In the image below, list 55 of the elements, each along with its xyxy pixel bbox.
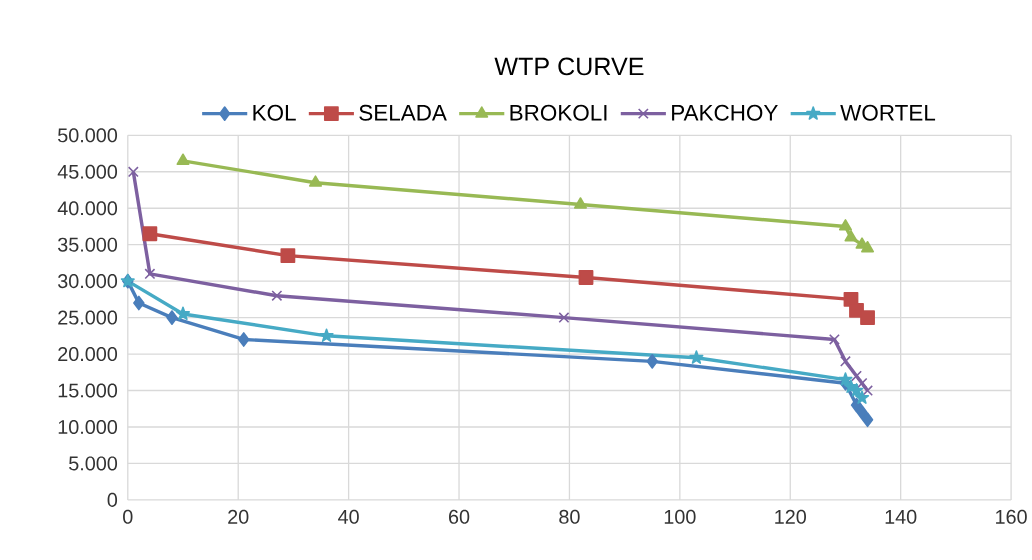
x-tick-label: 160 <box>996 509 1027 524</box>
point <box>319 328 334 342</box>
point <box>828 333 840 345</box>
point <box>573 197 587 209</box>
x-tick-label: 40 <box>338 509 359 524</box>
point <box>127 166 139 178</box>
y-tick-label: 25.000 <box>58 310 118 325</box>
point <box>133 295 145 311</box>
x-tick-label: 60 <box>449 509 470 524</box>
point <box>840 355 851 367</box>
point <box>861 240 875 253</box>
point <box>142 226 158 242</box>
point <box>844 229 858 242</box>
point <box>237 332 250 347</box>
y-tick-label: 35.000 <box>57 237 118 252</box>
point <box>860 310 875 325</box>
legend-label: KOL <box>253 104 296 121</box>
legend-label: WORTEL <box>840 104 936 121</box>
x-tick-label: 20 <box>228 509 249 524</box>
x-tick-label: 100 <box>664 509 696 524</box>
point <box>689 350 704 364</box>
y-tick-label: 20.000 <box>58 347 118 362</box>
y-tick-label: 45.000 <box>57 164 118 179</box>
y-tick-label: 15.000 <box>58 383 118 398</box>
point <box>176 153 190 165</box>
x-tick-label: 140 <box>885 509 917 524</box>
point <box>558 312 570 324</box>
point <box>856 404 868 420</box>
chart-title: WTP CURVE <box>494 57 644 76</box>
point <box>578 270 594 285</box>
point <box>838 372 853 386</box>
point <box>308 175 323 187</box>
point <box>144 268 156 280</box>
point <box>862 385 874 396</box>
x-tick-label: 120 <box>775 509 806 524</box>
y-tick-label: 10.000 <box>58 419 118 434</box>
point <box>851 370 862 382</box>
legend-label: BROKOLI <box>510 104 607 121</box>
y-tick-label: 40.000 <box>57 201 118 216</box>
point <box>280 248 296 264</box>
legend-label: SELADA <box>359 104 447 121</box>
point <box>271 290 283 302</box>
point <box>166 310 178 325</box>
point <box>646 353 658 369</box>
point <box>838 219 852 231</box>
point <box>175 306 191 321</box>
y-tick-label: 30.000 <box>57 274 118 289</box>
y-tick-label: 50.000 <box>58 128 118 143</box>
x-tick-label: 0 <box>123 509 133 524</box>
y-tick-label: 0 <box>107 492 118 507</box>
x-tick-label: 80 <box>559 509 580 524</box>
point <box>854 390 870 404</box>
legend-label: PAKCHOY <box>672 104 778 121</box>
y-tick-label: 5.000 <box>69 456 118 471</box>
point <box>861 412 874 428</box>
